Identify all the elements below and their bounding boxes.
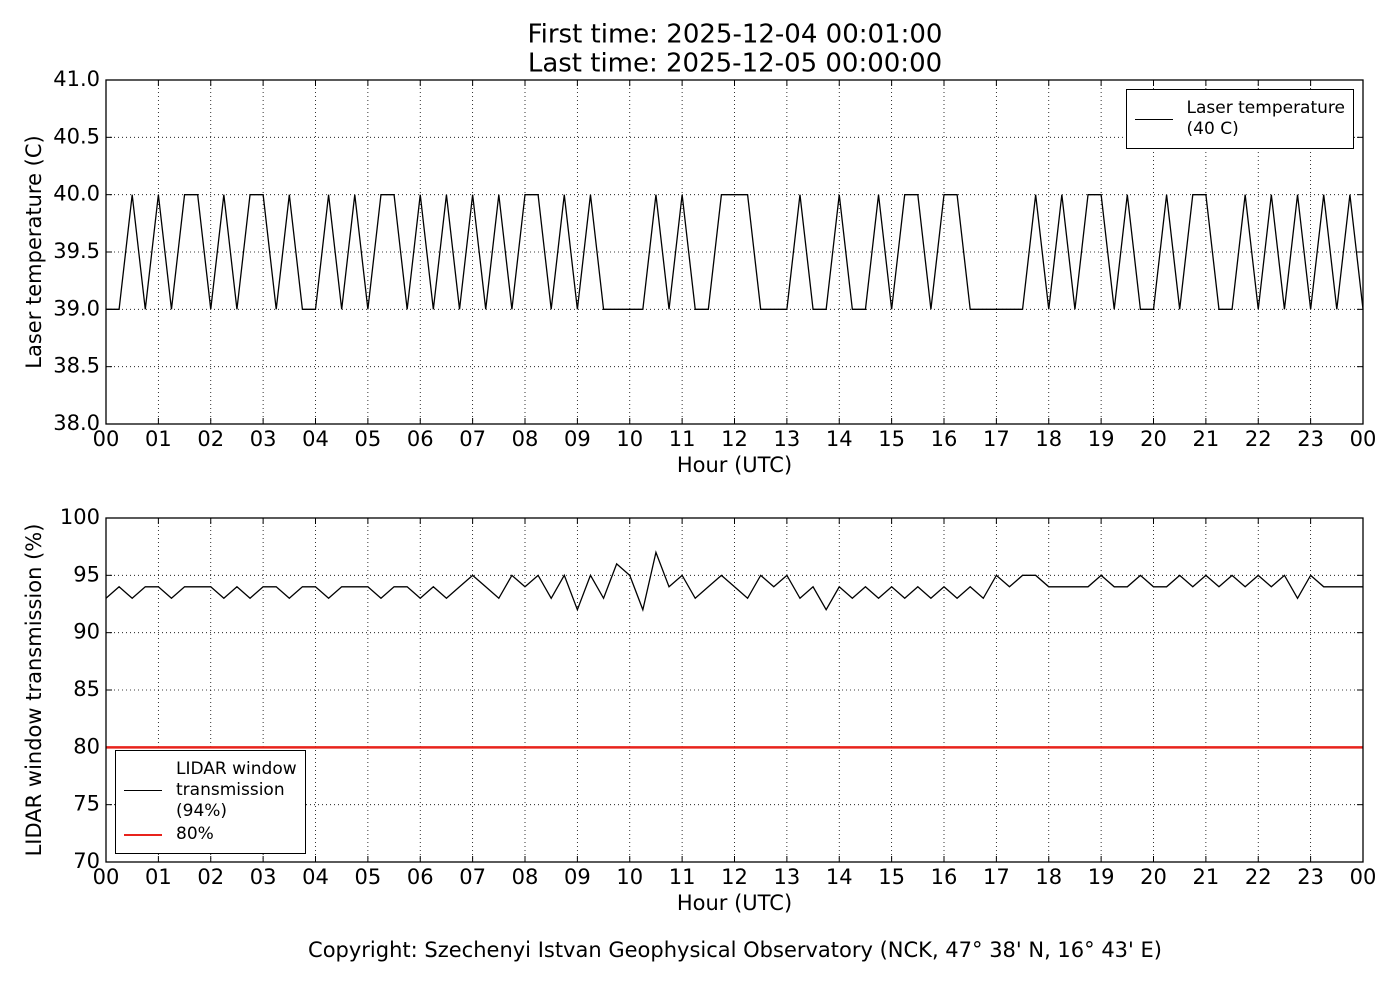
- legend-entry: LIDAR window transmission (94%): [124, 759, 297, 822]
- x-tick-label: 12: [721, 427, 748, 451]
- y-tick-label: 75: [73, 792, 100, 816]
- x-tick-label: 08: [512, 427, 539, 451]
- x-tick-label: 13: [774, 427, 801, 451]
- x-tick-label: 10: [616, 427, 643, 451]
- y-tick-label: 38.0: [53, 411, 100, 435]
- x-tick-label: 10: [616, 865, 643, 889]
- x-tick-label: 22: [1245, 427, 1272, 451]
- legend-label: LIDAR window transmission (94%): [176, 759, 297, 821]
- legend: LIDAR window transmission (94%) 80%: [115, 750, 306, 854]
- y-tick-label: 70: [73, 849, 100, 873]
- x-tick-label: 00: [93, 427, 120, 451]
- legend-entry: Laser temperature (40 C): [1134, 98, 1345, 140]
- x-tick-label: 15: [878, 427, 905, 451]
- x-tick-label: 12: [721, 865, 748, 889]
- x-tick-label: 01: [145, 865, 172, 889]
- plot-frame: [105, 79, 1364, 425]
- x-tick-label: 07: [459, 865, 486, 889]
- x-tick-label: 01: [145, 427, 172, 451]
- x-tick-label: 22: [1245, 865, 1272, 889]
- y-tick-label: 41.0: [53, 67, 100, 91]
- legend-swatch: [1134, 118, 1173, 120]
- x-tick-label: 07: [459, 427, 486, 451]
- x-tick-label: 03: [250, 865, 277, 889]
- x-tick-label: 00: [93, 865, 120, 889]
- legend: Laser temperature (40 C): [1125, 89, 1354, 149]
- y-tick-label: 90: [73, 620, 100, 644]
- x-tick-label: 04: [302, 865, 329, 889]
- y-tick-label: 40.0: [53, 182, 100, 206]
- x-tick-label: 00: [1350, 865, 1377, 889]
- x-tick-label: 17: [983, 865, 1010, 889]
- x-tick-label: 13: [774, 865, 801, 889]
- plot-frame: [105, 517, 1364, 863]
- legend-swatch: [124, 833, 162, 836]
- legend-swatch: [124, 790, 162, 791]
- series-line: [105, 550, 1363, 612]
- footer: Copyright: Szechenyi Istvan Geophysical …: [308, 938, 1162, 962]
- x-tick-label: 14: [826, 427, 853, 451]
- x-tick-label: 06: [407, 427, 434, 451]
- x-tick-label: 05: [355, 427, 382, 451]
- y-tick-label: 39.5: [53, 239, 100, 263]
- x-tick-label: 15: [878, 865, 905, 889]
- x-axis-label: Hour (UTC): [677, 891, 792, 915]
- x-tick-label: 02: [197, 427, 224, 451]
- legend-entry: 80%: [124, 824, 297, 845]
- x-tick-label: 06: [407, 865, 434, 889]
- x-tick-label: 09: [564, 865, 591, 889]
- x-tick-label: 23: [1297, 865, 1324, 889]
- x-tick-label: 19: [1088, 865, 1115, 889]
- y-tick-label: 100: [60, 505, 100, 529]
- x-tick-label: 00: [1350, 427, 1377, 451]
- x-tick-label: 20: [1140, 865, 1167, 889]
- y-tick-label: 40.5: [53, 124, 100, 148]
- x-tick-label: 11: [669, 427, 696, 451]
- subtitle: Last time: 2025-12-05 00:00:00: [528, 49, 942, 79]
- title: First time: 2025-12-04 00:01:00: [528, 20, 943, 50]
- x-tick-label: 18: [1035, 427, 1062, 451]
- x-tick-label: 02: [197, 865, 224, 889]
- y-tick-label: 85: [73, 677, 100, 701]
- x-tick-label: 11: [669, 865, 696, 889]
- x-tick-label: 05: [355, 865, 382, 889]
- legend-label: Laser temperature (40 C): [1186, 98, 1345, 139]
- x-tick-label: 20: [1140, 427, 1167, 451]
- x-tick-label: 18: [1035, 865, 1062, 889]
- y-axis-label: Laser temperature (C): [22, 135, 46, 368]
- x-tick-label: 17: [983, 427, 1010, 451]
- y-tick-label: 38.5: [53, 354, 100, 378]
- y-axis-label: LIDAR window transmission (%): [22, 524, 46, 857]
- x-tick-label: 21: [1193, 427, 1220, 451]
- y-tick-label: 95: [73, 562, 100, 586]
- x-tick-label: 09: [564, 427, 591, 451]
- x-tick-label: 16: [931, 865, 958, 889]
- series-line: [106, 194, 1364, 310]
- x-tick-label: 14: [826, 865, 853, 889]
- x-tick-label: 04: [302, 427, 329, 451]
- legend-label: 80%: [176, 824, 214, 844]
- x-tick-label: 16: [931, 427, 958, 451]
- x-tick-label: 21: [1193, 865, 1220, 889]
- y-tick-label: 80: [73, 734, 100, 758]
- x-tick-label: 08: [512, 865, 539, 889]
- x-tick-label: 03: [250, 427, 277, 451]
- x-tick-label: 19: [1088, 427, 1115, 451]
- x-axis-label: Hour (UTC): [677, 453, 792, 477]
- y-tick-label: 39.0: [53, 296, 100, 320]
- x-tick-label: 23: [1297, 427, 1324, 451]
